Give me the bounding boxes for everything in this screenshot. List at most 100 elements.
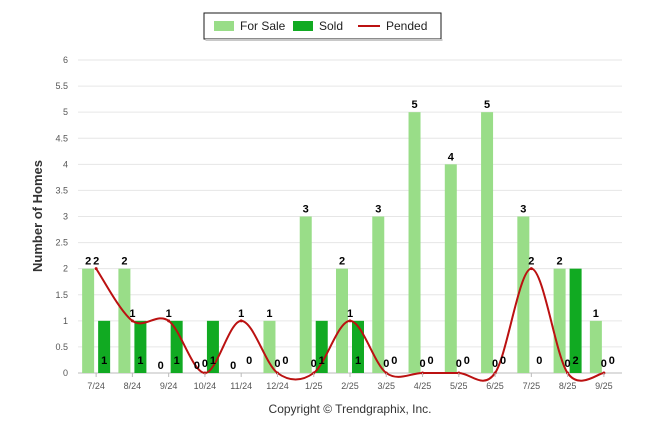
grid-lines <box>78 59 622 374</box>
sold-bar <box>98 320 111 373</box>
pended-value-label: 2 <box>93 256 99 268</box>
pended-point <box>94 267 98 271</box>
sold-value-label: 2 <box>573 355 579 367</box>
sold-value-label: 0 <box>246 355 252 367</box>
y-tick-label: 4.5 <box>55 133 68 143</box>
for-sale-bar <box>263 320 276 373</box>
pended-value-label: 0 <box>456 358 462 370</box>
pended-value-label: 1 <box>166 308 172 320</box>
x-tick-label: 7/24 <box>87 381 105 391</box>
pended-value-label: 1 <box>129 308 135 320</box>
pended-value-label: 0 <box>383 358 389 370</box>
y-tick-label: 3.5 <box>55 185 68 195</box>
pended-value-label: 0 <box>419 358 425 370</box>
for-sale-value-label: 1 <box>266 308 272 320</box>
for-sale-value-label: 2 <box>121 256 127 268</box>
sold-value-label: 0 <box>609 355 615 367</box>
for-sale-bar <box>481 112 494 374</box>
x-tick-label: 12/24 <box>266 381 289 391</box>
legend-label-sold: Sold <box>319 19 343 33</box>
y-tick-label: 3 <box>63 212 68 222</box>
x-tick-label: 8/24 <box>124 381 142 391</box>
x-tick-label: 11/24 <box>230 381 252 391</box>
x-tick-label: 2/25 <box>341 381 359 391</box>
sold-value-label: 0 <box>391 355 397 367</box>
legend-box <box>203 12 442 40</box>
y-tick-label: 4 <box>63 159 68 169</box>
for-sale-bar <box>336 268 348 373</box>
pended-point <box>348 319 352 323</box>
pended-point <box>529 267 533 271</box>
for-sale-bar <box>82 268 95 373</box>
for-sale-value-label: 3 <box>303 204 309 216</box>
sold-value-label: 0 <box>464 355 470 367</box>
pended-value-label: 0 <box>311 358 317 370</box>
x-tick-label: 10/24 <box>194 381 217 391</box>
sold-value-label: 1 <box>174 355 180 367</box>
pended-value-label: 0 <box>565 358 571 370</box>
x-tick-label: 9/24 <box>160 381 178 391</box>
y-tick-label: 2 <box>63 264 68 274</box>
pended-value-label: 1 <box>238 308 244 320</box>
for-sale-value-label: 2 <box>85 256 91 268</box>
pended-point <box>167 319 171 323</box>
copyright-credit: Copyright © Trendgraphix, Inc. <box>269 402 432 416</box>
legend-shadow <box>205 39 443 41</box>
legend-label-for-sale: For Sale <box>240 19 286 33</box>
legend-swatch-for-sale <box>214 21 234 31</box>
x-tick-label: 6/25 <box>486 381 504 391</box>
sold-value-label: 1 <box>101 355 107 367</box>
sold-value-label: 1 <box>210 355 216 367</box>
pended-point <box>239 319 243 323</box>
for-sale-value-label: 3 <box>520 204 526 216</box>
x-tick-label: 7/25 <box>523 381 541 391</box>
y-tick-label: 0.5 <box>55 342 68 352</box>
bars <box>82 112 602 374</box>
sold-value-label: 1 <box>355 355 361 367</box>
legend-swatch-sold <box>293 21 313 31</box>
for-sale-bar <box>589 320 602 373</box>
for-sale-bar <box>372 216 385 373</box>
x-tick-label: 8/25 <box>559 381 577 391</box>
legend: For Sale Sold Pended <box>214 19 427 33</box>
pended-value-label: 1 <box>347 308 353 320</box>
legend-label-pended: Pended <box>386 19 427 33</box>
for-sale-value-label: 2 <box>557 256 563 268</box>
x-axis-ticks: 7/24 8/24 9/24 10/24 11/24 12/24 1/25 2/25 3/25 4… <box>87 373 613 391</box>
pended-value-label: 0 <box>274 358 280 370</box>
for-sale-value-label: 4 <box>448 151 455 163</box>
y-tick-label: 2.5 <box>55 238 68 248</box>
sold-bar <box>170 320 183 373</box>
pended-line <box>95 267 605 382</box>
sold-value-label: 0 <box>282 355 288 367</box>
for-sale-bar <box>444 164 457 373</box>
x-tick-label: 5/25 <box>450 381 468 391</box>
y-tick-label: 0 <box>63 368 68 378</box>
for-sale-bar <box>118 268 131 373</box>
sold-value-label: 1 <box>137 355 143 367</box>
sold-value-label: 0 <box>427 355 433 367</box>
pended-point <box>130 319 134 323</box>
x-tick-label: 1/25 <box>305 381 323 391</box>
sold-value-label: 1 <box>319 355 325 367</box>
for-sale-value-label: 1 <box>593 308 599 320</box>
y-tick-label: 5.5 <box>55 81 68 91</box>
for-sale-value-label: 3 <box>375 204 381 216</box>
for-sale-bar <box>299 216 312 373</box>
for-sale-value-label: 0 <box>230 360 236 372</box>
y-axis-label: Number of Homes <box>30 160 45 272</box>
x-tick-label: 9/25 <box>595 381 613 391</box>
y-tick-label: 1 <box>63 316 68 326</box>
sold-bar <box>352 320 364 373</box>
sold-bar <box>569 268 582 373</box>
y-tick-label: 6 <box>63 55 68 65</box>
sold-value-label: 0 <box>536 355 542 367</box>
sold-value-label: 0 <box>500 355 506 367</box>
y-tick-label: 5 <box>63 107 68 117</box>
for-sale-bar <box>553 268 566 373</box>
y-tick-label: 1.5 <box>55 290 68 300</box>
for-sale-value-label: 5 <box>411 99 417 111</box>
for-sale-bar <box>408 112 421 374</box>
